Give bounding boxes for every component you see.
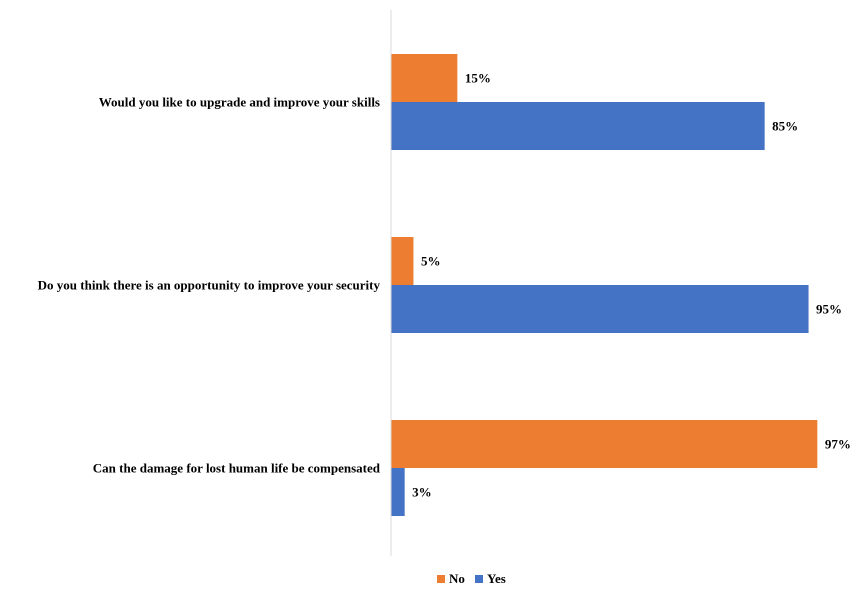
legend-label-no: No: [449, 571, 465, 586]
category-labels: Would you like to upgrade and improve yo…: [38, 95, 381, 476]
category-label: Do you think there is an opportunity to …: [38, 278, 381, 293]
legend-swatch-no: [437, 575, 445, 583]
category-label: Can the damage for lost human life be co…: [93, 461, 381, 476]
data-label: 85%: [772, 119, 798, 134]
bar-no: [391, 237, 414, 285]
legend-swatch-yes: [475, 575, 483, 583]
legend: No Yes: [437, 571, 506, 586]
bars: [391, 54, 818, 516]
data-label: 3%: [412, 485, 432, 500]
legend-label-yes: Yes: [487, 571, 506, 586]
data-label: 5%: [421, 254, 441, 269]
bar-yes: [391, 285, 809, 333]
data-label: 97%: [825, 437, 851, 452]
value-labels: 15% 85% 5% 95% 97% 3%: [412, 71, 851, 500]
category-label: Would you like to upgrade and improve yo…: [99, 95, 380, 110]
data-label: 15%: [465, 71, 491, 86]
bar-yes: [391, 102, 765, 150]
bar-no: [391, 420, 818, 468]
data-label: 95%: [816, 302, 842, 317]
bar-no: [391, 54, 458, 102]
bar-yes: [391, 468, 405, 516]
